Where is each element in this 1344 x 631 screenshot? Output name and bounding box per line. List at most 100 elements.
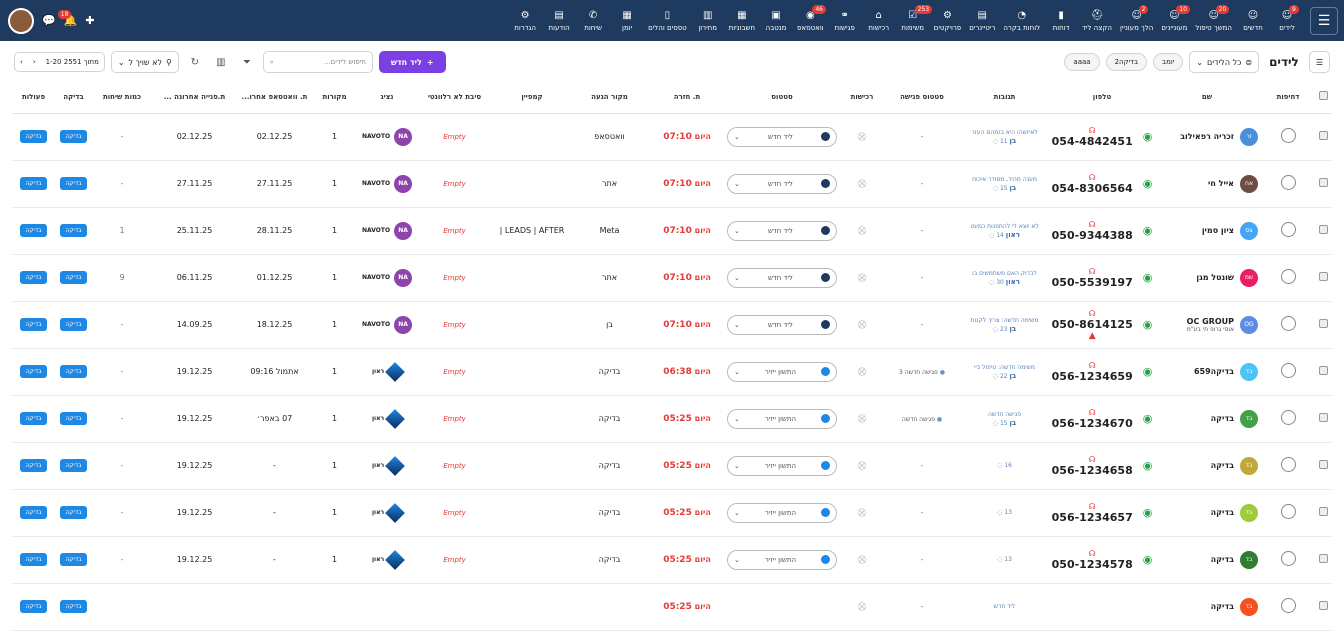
whatsapp-icon[interactable]: ◉ <box>1142 177 1152 190</box>
responses[interactable]: מענה מהיר, מסודר איכות בן 15 ◌ <box>957 175 1052 193</box>
nav-item-12[interactable]: ⚭ פגישות <box>828 0 862 41</box>
check-button[interactable]: בדיקה <box>60 506 87 519</box>
prev-page-icon[interactable]: ‹ <box>20 58 23 66</box>
lead-name[interactable]: זר זכריה רפאילוב <box>1152 127 1262 146</box>
lead-phone[interactable]: ☊ 056-1234658 <box>1052 455 1133 477</box>
check-button[interactable]: בדיקה <box>60 224 87 237</box>
lead-name[interactable]: אח אייל חי <box>1152 174 1262 193</box>
row-checkbox[interactable] <box>1318 131 1328 140</box>
action-button[interactable]: בדיקה <box>20 318 47 331</box>
table-row[interactable]: בד בדיקה ◉ ☊ 056-1234670 פגישה חדשה בן 15 ◌ ● פ… <box>12 395 1332 443</box>
nav-item-3[interactable]: ☺ 10 מעוניינים <box>1157 0 1191 41</box>
agent[interactable]: NA NAVOTO <box>357 315 417 334</box>
action-button[interactable]: בדיקה <box>20 224 47 237</box>
whatsapp-icon[interactable]: ◉ <box>1142 224 1152 237</box>
headset-icon[interactable]: ☊ <box>1088 501 1096 511</box>
whatsapp-icon[interactable]: ◉ <box>1142 459 1152 472</box>
whatsapp-icon[interactable]: ◉ <box>1142 506 1152 519</box>
column-header[interactable]: תגובות <box>957 81 1052 114</box>
responses[interactable]: פגישה חדשה בן 15 ◌ <box>957 410 1052 428</box>
responses[interactable]: משימה חדשה: טיפול ביי בן 22 ◌ <box>957 363 1052 381</box>
headset-icon[interactable]: ☊ <box>1088 219 1096 229</box>
cart-icon[interactable]: ⛒ <box>857 178 867 188</box>
column-header[interactable]: קמפיין <box>492 81 572 114</box>
action-button[interactable]: בדיקה <box>20 459 47 472</box>
check-button[interactable]: בדיקה <box>60 318 87 331</box>
status-select[interactable]: התשון ייזיר ⌄ <box>727 408 837 429</box>
return-date[interactable]: היום 07:10 <box>663 320 711 330</box>
urgency-indicator[interactable] <box>1280 410 1296 425</box>
table-row[interactable]: שמ שונטל מגן ◉ ☊ 050-5539197 לבדוק האם משתמשי… <box>12 254 1332 302</box>
responses[interactable]: 16 ◌ <box>957 461 1052 470</box>
status-select[interactable]: ליד חדש ⌄ <box>727 267 837 288</box>
check-button[interactable]: בדיקה <box>60 600 87 613</box>
assignment-filter[interactable]: ⚲ לא שויך ל ⌄ <box>110 51 179 73</box>
nav-item-4[interactable]: ☺ 2 הלך מעוניין <box>1116 0 1157 41</box>
column-header[interactable]: מקורות <box>312 81 357 114</box>
headset-icon[interactable]: ☊ <box>1088 360 1096 370</box>
leads-filter-select[interactable]: ⊜ כל הלידים ⌄ <box>1189 51 1260 73</box>
refresh-icon[interactable]: ↻ <box>190 56 200 68</box>
lead-name[interactable]: OG OC GROUP אוסי גרופ תי בע"מ <box>1152 315 1262 334</box>
column-header[interactable]: סטטוס <box>727 81 837 114</box>
return-date[interactable]: היום 05:25 <box>663 555 711 565</box>
lead-phone[interactable]: ☊ 056-1234670 <box>1052 408 1133 430</box>
cart-icon[interactable]: ⛒ <box>857 131 867 141</box>
new-lead-button[interactable]: + ליד חדש <box>378 51 446 73</box>
lead-name[interactable]: בד בדיקה <box>1152 409 1262 428</box>
urgency-indicator[interactable] <box>1280 175 1296 190</box>
nav-item-8[interactable]: ▤ ריטיינרים <box>965 0 999 41</box>
agent[interactable]: ראון <box>357 408 417 429</box>
check-button[interactable]: בדיקה <box>60 459 87 472</box>
status-select[interactable]: ליד חדש ⌄ <box>727 173 837 194</box>
status-select[interactable]: התשון ייזיר ⌄ <box>727 455 837 476</box>
lead-name[interactable]: בד בדיקה <box>1152 550 1262 569</box>
action-button[interactable]: בדיקה <box>20 412 47 425</box>
row-checkbox[interactable] <box>1318 507 1328 516</box>
user-avatar[interactable] <box>8 7 34 34</box>
responses[interactable]: לבדוק האם משתמשים בו ראון 30 ◌ <box>957 269 1052 287</box>
cart-icon[interactable]: ⛒ <box>857 272 867 282</box>
table-row[interactable]: זר זכריה רפאילוב ◉ ☊ 054-4842451 לאיזשהו היא … <box>12 113 1332 161</box>
row-checkbox[interactable] <box>1318 319 1328 328</box>
status-select[interactable]: ליד חדש ⌄ <box>727 126 837 147</box>
table-row[interactable]: בד בדיקה ליד חדש - ⛒ היום 05:25 בדיקה בדיקה <box>12 583 1332 631</box>
table-row[interactable]: OG OC GROUP אוסי גרופ תי בע"מ ◉ ☊ 050-8614125… <box>12 301 1332 349</box>
lead-phone[interactable]: ☊ 050-5539197 <box>1052 267 1133 289</box>
whatsapp-icon[interactable]: ◉ <box>1142 318 1152 331</box>
column-header[interactable]: טלפון <box>1052 81 1152 114</box>
hamburger-menu-button[interactable]: ☰ <box>1310 6 1338 35</box>
responses[interactable]: משימה חדשה: צריך לקנות בן 23 ◌ <box>957 316 1052 334</box>
urgency-indicator[interactable] <box>1280 598 1296 613</box>
agent[interactable]: NA NAVOTO <box>357 268 417 287</box>
next-page-icon[interactable]: › <box>32 58 36 66</box>
saved-filter-pill[interactable]: aaaa <box>1064 53 1100 71</box>
action-button[interactable]: בדיקה <box>20 600 47 613</box>
check-button[interactable]: בדיקה <box>60 553 87 566</box>
lead-phone[interactable]: ☊ 050-8614125 ▲ <box>1052 309 1133 341</box>
lead-phone[interactable]: ☊ 056-1234659 <box>1052 361 1133 383</box>
cart-icon[interactable]: ⛒ <box>857 601 867 611</box>
agent[interactable]: ראון <box>357 549 417 570</box>
action-button[interactable]: בדיקה <box>20 177 47 190</box>
nav-item-2[interactable]: ☺ 20 המשך טיפול <box>1191 0 1236 41</box>
cart-icon[interactable]: ⛒ <box>857 554 867 564</box>
urgency-indicator[interactable] <box>1280 316 1296 331</box>
whatsapp-icon[interactable]: ◉ <box>1142 365 1152 378</box>
column-header[interactable]: מקור הגעה <box>572 81 647 114</box>
table-row[interactable]: בד בדיקה ◉ ☊ 056-1234657 13 ◌ - ⛒ התשון ייזיר ⌄ הי… <box>12 489 1332 537</box>
status-select[interactable]: ליד חדש ⌄ <box>727 220 837 241</box>
saved-filter-pill[interactable]: בדיקה2 <box>1105 53 1148 71</box>
action-button[interactable]: בדיקה <box>20 271 47 284</box>
nav-item-16[interactable]: ▥ מחירון <box>691 0 725 41</box>
urgency-indicator[interactable] <box>1280 269 1296 284</box>
column-header[interactable]: סיבת לא רלוונטי <box>417 81 492 114</box>
lead-name[interactable]: שמ שונטל מגן <box>1152 268 1262 287</box>
responses[interactable]: ליד חדש <box>957 602 1052 611</box>
urgency-indicator[interactable] <box>1280 222 1296 237</box>
headset-icon[interactable]: ☊ <box>1088 308 1096 318</box>
responses[interactable]: לא יוצא לי להתפנות כמעט ראון 14 ◌ <box>957 222 1052 240</box>
return-date[interactable]: היום 07:10 <box>663 132 711 142</box>
table-row[interactable]: בד בדיקה ◉ ☊ 050-1234578 13 ◌ - ⛒ התשון ייזיר ⌄ הי… <box>12 536 1332 584</box>
lead-name[interactable]: צס ציון סמין <box>1152 221 1262 240</box>
